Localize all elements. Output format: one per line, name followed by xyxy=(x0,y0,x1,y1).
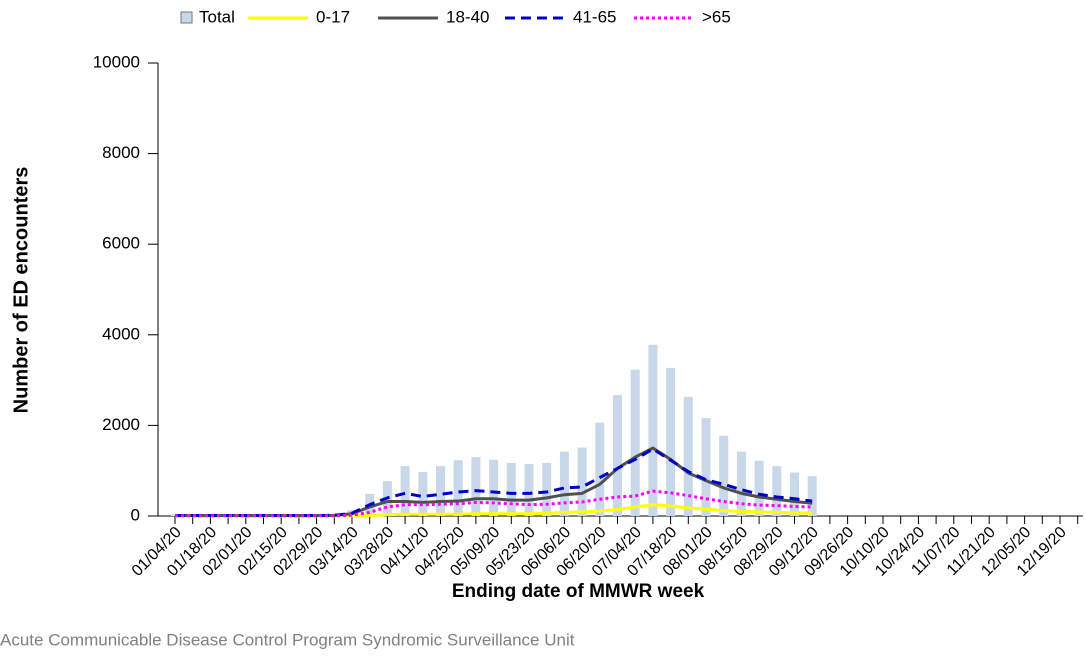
bar xyxy=(630,369,640,516)
bar xyxy=(790,472,799,516)
footer-note: Acute Communicable Disease Control Progr… xyxy=(0,630,575,649)
bar xyxy=(506,462,516,516)
bar xyxy=(595,422,605,516)
y-tick-label: 6000 xyxy=(102,234,140,253)
line-series xyxy=(175,446,813,518)
x-axis-label: Ending date of MMWR week xyxy=(452,581,705,602)
legend-label: 0-17 xyxy=(316,7,350,26)
bar xyxy=(736,451,746,516)
bar xyxy=(418,472,428,516)
bar xyxy=(719,435,729,516)
bar xyxy=(400,466,410,516)
y-tick-label: 2000 xyxy=(102,415,140,434)
line-series xyxy=(175,489,813,518)
bar xyxy=(701,418,711,516)
bar xyxy=(683,396,693,516)
legend-label: Total xyxy=(199,7,235,26)
legend-label: 41-65 xyxy=(573,7,616,26)
bar xyxy=(613,395,622,516)
y-tick-label: 0 xyxy=(131,505,140,524)
bar xyxy=(436,466,445,516)
bar xyxy=(807,476,817,516)
bar xyxy=(666,367,676,516)
y-tick-label: 8000 xyxy=(102,143,140,162)
bar xyxy=(524,463,534,516)
bar xyxy=(489,459,499,516)
bar xyxy=(542,462,552,516)
legend-label: >65 xyxy=(702,7,731,26)
bar xyxy=(754,460,764,516)
y-axis-label: Number of ED encounters xyxy=(10,167,32,414)
bar xyxy=(453,460,463,516)
legend-label: 18-40 xyxy=(446,7,489,26)
legend-swatch xyxy=(180,11,193,24)
y-tick-label: 4000 xyxy=(102,324,140,343)
bar xyxy=(772,466,782,516)
bar xyxy=(559,451,569,516)
line-series xyxy=(175,447,813,518)
bar xyxy=(577,447,587,516)
bar xyxy=(471,457,481,516)
bar xyxy=(648,344,658,516)
y-tick-label: 10000 xyxy=(93,52,140,71)
